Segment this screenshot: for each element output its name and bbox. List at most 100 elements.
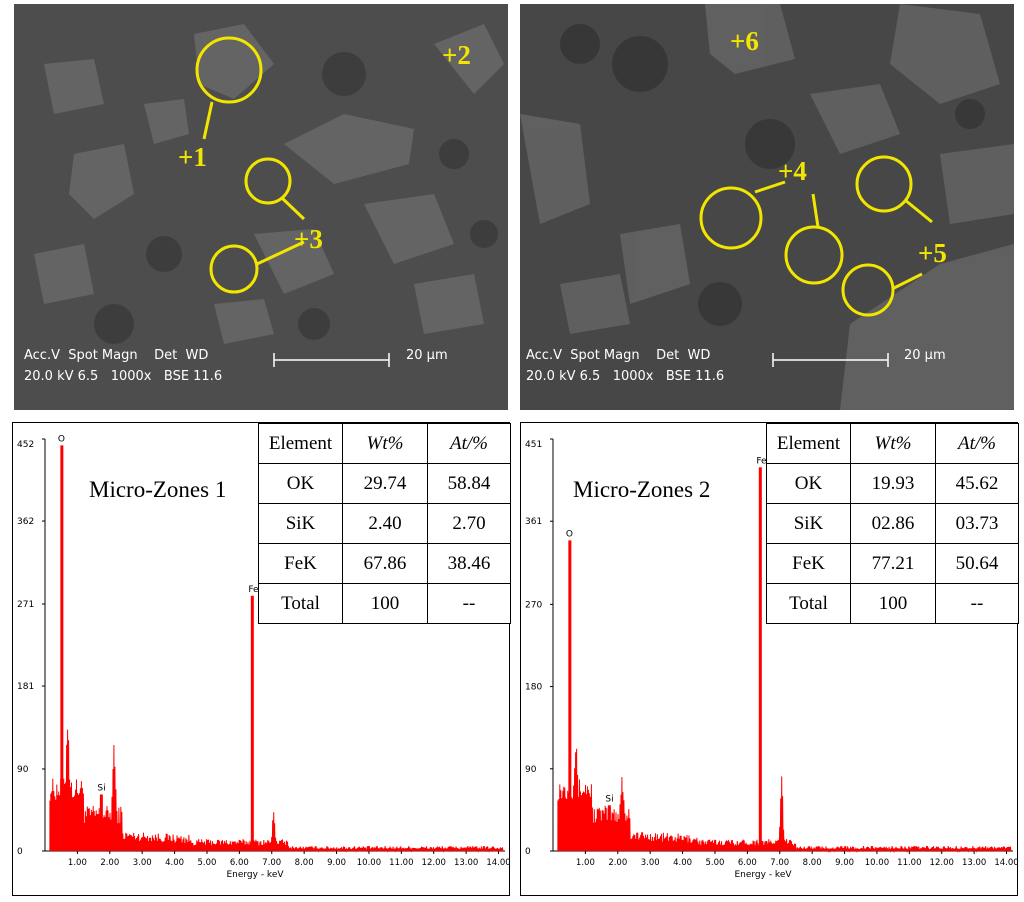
x-tick-label: 9.00 bbox=[835, 858, 854, 868]
table-cell: Total bbox=[258, 583, 343, 624]
x-tick-label: 11.00 bbox=[897, 858, 921, 868]
marker-2: +2 bbox=[442, 40, 471, 70]
y-tick-label: 361 bbox=[525, 517, 542, 527]
table-cell: OK bbox=[766, 463, 851, 504]
spectrum-peak bbox=[250, 595, 254, 851]
y-tick-label: 452 bbox=[17, 440, 34, 450]
x-tick-label: 11.00 bbox=[389, 858, 413, 868]
x-tick-label: 9.00 bbox=[327, 858, 346, 868]
eds-panel-2: 0 90 180 270 361 451 1.00 2.00 3.00 4.00 5.00 6.00 7… bbox=[520, 422, 1019, 896]
table-cell: SiK bbox=[766, 503, 851, 544]
x-tick-label: 10.00 bbox=[865, 858, 889, 868]
y-tick-label: 271 bbox=[17, 600, 34, 610]
x-tick-label: 13.00 bbox=[962, 858, 986, 868]
table-row: Total 100 -- bbox=[766, 583, 1019, 624]
x-tick-label: 14.00 bbox=[994, 858, 1018, 868]
spectrum-peak bbox=[99, 794, 103, 851]
x-tick-label: 6.00 bbox=[738, 858, 757, 868]
x-axis-label: Energy - keV bbox=[226, 870, 284, 880]
table-row: FeK 67.86 38.46 bbox=[258, 543, 511, 584]
spectrum-peak bbox=[758, 467, 762, 851]
eds-chart-2: 0 90 180 270 361 451 1.00 2.00 3.00 4.00 5.00 6.00 7… bbox=[525, 438, 1019, 880]
scale-label: 20 µm bbox=[406, 348, 448, 363]
table-cell: 58.84 bbox=[427, 463, 511, 504]
marker-4: +4 bbox=[778, 156, 807, 186]
x-tick-label: 6.00 bbox=[230, 858, 249, 868]
table-cell: OK bbox=[258, 463, 343, 504]
marker-5: +5 bbox=[918, 238, 947, 268]
peak-label: Fe bbox=[756, 456, 767, 466]
x-tick-label: 8.00 bbox=[295, 858, 314, 868]
y-tick-label: 180 bbox=[525, 683, 542, 693]
col-header-element: Element bbox=[766, 423, 851, 464]
table-cell: 50.64 bbox=[935, 543, 1019, 584]
sem-image-1: +1 +2 +3 Acc.V Spot Magn Det WD 20.0 kV … bbox=[14, 4, 508, 410]
x-tick-label: 12.00 bbox=[422, 858, 446, 868]
table-cell: 19.93 bbox=[850, 463, 936, 504]
y-tick-label: 90 bbox=[17, 765, 29, 775]
table-row: SiK 02.86 03.73 bbox=[766, 503, 1019, 544]
x-tick-label: 12.00 bbox=[930, 858, 954, 868]
x-tick-label: 5.00 bbox=[198, 858, 217, 868]
col-header-at: At/% bbox=[935, 423, 1019, 464]
table-cell: 29.74 bbox=[342, 463, 428, 504]
x-tick-label: 2.00 bbox=[608, 858, 627, 868]
x-tick-label: 4.00 bbox=[673, 858, 692, 868]
marker-3: +3 bbox=[294, 224, 323, 254]
table-cell: 77.21 bbox=[850, 543, 936, 584]
y-tick-label: 270 bbox=[525, 600, 542, 610]
sem-info-line1: Acc.V Spot Magn Det WD bbox=[526, 348, 711, 363]
composition-table-1: Element Wt% At/% OK 29.74 58.84 SiK 2.40… bbox=[258, 423, 511, 624]
x-tick-label: 5.00 bbox=[706, 858, 725, 868]
spectrum-peak bbox=[568, 540, 572, 851]
sem-info: Acc.V Spot Magn Det WD 20.0 kV 6.5 1000x… bbox=[24, 345, 222, 387]
x-tick-label: 3.00 bbox=[641, 858, 660, 868]
table-cell: SiK bbox=[258, 503, 343, 544]
sem-image-2: +6 +4 +5 Acc.V Spot Magn Det WD 20.0 kV … bbox=[520, 4, 1014, 410]
spectrum-trace bbox=[49, 729, 504, 853]
col-header-at: At/% bbox=[427, 423, 511, 464]
y-tick-label: 362 bbox=[17, 517, 34, 527]
peak-label: O bbox=[58, 434, 65, 444]
x-tick-label: 7.00 bbox=[770, 858, 789, 868]
sem-info-line2: 20.0 kV 6.5 1000x BSE 11.6 bbox=[24, 369, 223, 384]
spectrum-trace bbox=[557, 748, 1012, 853]
chart-title: Micro-Zones 2 bbox=[573, 477, 711, 502]
x-tick-label: 8.00 bbox=[803, 858, 822, 868]
table-cell: 100 bbox=[342, 583, 428, 624]
table-header-row: Element Wt% At/% bbox=[766, 423, 1019, 464]
peak-label: Si bbox=[605, 794, 613, 804]
table-cell: 45.62 bbox=[935, 463, 1019, 504]
eds-panel-1: 0 90 181 271 362 452 1.00 2.00 3.00 4.00 5.00 6.00 7… bbox=[12, 422, 511, 896]
table-cell: FeK bbox=[258, 543, 343, 584]
y-tick-label: 181 bbox=[17, 682, 34, 692]
sem-info-line1: Acc.V Spot Magn Det WD bbox=[24, 348, 209, 363]
x-tick-label: 2.00 bbox=[100, 858, 119, 868]
table-row: SiK 2.40 2.70 bbox=[258, 503, 511, 544]
x-axis-label: Energy - keV bbox=[734, 870, 792, 880]
x-tick-label: 14.00 bbox=[486, 858, 510, 868]
y-tick-label: 451 bbox=[525, 440, 542, 450]
table-cell: 02.86 bbox=[850, 503, 936, 544]
x-tick-label: 10.00 bbox=[357, 858, 381, 868]
table-row: Total 100 -- bbox=[258, 583, 511, 624]
peak-label: Si bbox=[97, 783, 105, 793]
col-header-wt: Wt% bbox=[850, 423, 936, 464]
spectrum-peak bbox=[607, 805, 611, 851]
table-header-row: Element Wt% At/% bbox=[258, 423, 511, 464]
y-tick-label: 90 bbox=[525, 765, 537, 775]
table-cell: 100 bbox=[850, 583, 936, 624]
spectrum-peak bbox=[60, 445, 64, 851]
y-tick-label: 0 bbox=[525, 847, 531, 857]
y-tick-label: 0 bbox=[17, 847, 23, 857]
table-cell: 2.40 bbox=[342, 503, 428, 544]
table-row: OK 29.74 58.84 bbox=[258, 463, 511, 504]
sem-info: Acc.V Spot Magn Det WD 20.0 kV 6.5 1000x… bbox=[526, 345, 724, 387]
x-tick-label: 7.00 bbox=[262, 858, 281, 868]
col-header-element: Element bbox=[258, 423, 343, 464]
col-header-wt: Wt% bbox=[342, 423, 428, 464]
table-cell: FeK bbox=[766, 543, 851, 584]
table-cell: 2.70 bbox=[427, 503, 511, 544]
x-tick-label: 13.00 bbox=[454, 858, 478, 868]
peak-label: Fe bbox=[248, 585, 259, 595]
